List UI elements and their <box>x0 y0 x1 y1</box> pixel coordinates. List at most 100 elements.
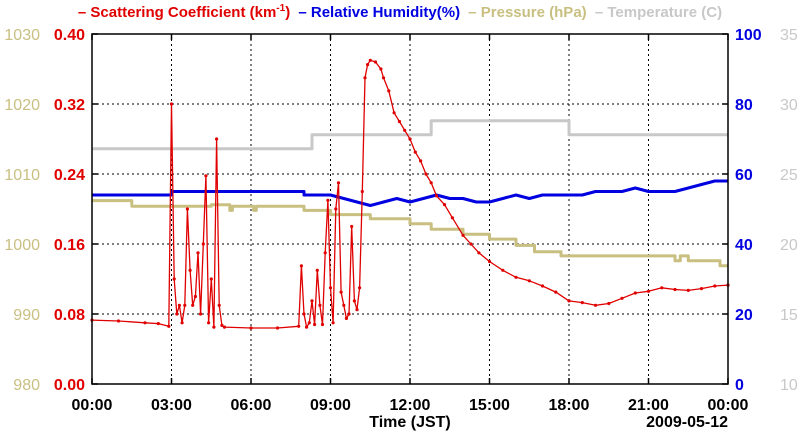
scattering-coefficient-point <box>180 321 184 325</box>
scattering-coefficient-point <box>366 63 370 67</box>
legend-humidity: – Relative Humidity(%) <box>298 4 461 21</box>
temperature-tick-label: 10 <box>780 377 798 394</box>
scattering-coefficient-point <box>434 194 439 198</box>
scattering-coefficient-point <box>220 323 224 327</box>
scattering-coefficient-point <box>167 324 171 328</box>
scattering-coefficient-point <box>209 277 213 281</box>
scattering-coefficient-point <box>387 89 391 93</box>
scattering-coefficient-point <box>487 259 492 264</box>
scattering-coefficient-point <box>593 303 598 307</box>
scattering-coefficient-point <box>313 322 317 327</box>
scattering-coefficient-point <box>514 275 518 279</box>
scattering-coefficient-point <box>307 321 311 325</box>
scattering-tick-label: 0.40 <box>54 27 85 44</box>
scattering-coefficient-point <box>315 268 319 272</box>
temperature-tick-label: 25 <box>780 167 798 184</box>
scattering-coefficient-point <box>477 251 481 255</box>
scattering-coefficient-point <box>352 299 356 303</box>
scattering-coefficient-point <box>424 172 428 176</box>
scattering-coefficient-point <box>199 312 203 316</box>
temperature-tick-label: 35 <box>780 27 798 44</box>
x-tick-label: 12:00 <box>390 397 431 414</box>
scattering-coefficient-point <box>116 319 121 323</box>
scattering-coefficient-point <box>673 287 677 292</box>
scattering-coefficient-point <box>204 174 208 178</box>
temperature-line <box>92 119 728 151</box>
relative-humidity-line <box>92 179 728 207</box>
scattering-coefficient-point <box>501 268 505 272</box>
scattering-coefficient-point <box>554 290 558 294</box>
scattering-coefficient-point <box>222 325 227 329</box>
scattering-coefficient-point <box>191 303 195 307</box>
scattering-coefficient-point <box>217 303 221 307</box>
humidity-tick-label: 0 <box>735 377 744 394</box>
x-tick-label: 06:00 <box>231 397 272 414</box>
scattering-tick-label: 0.16 <box>54 237 85 254</box>
scattering-coefficient-point <box>196 251 200 255</box>
scattering-coefficient-point <box>363 76 367 80</box>
humidity-tick-label: 100 <box>735 27 762 44</box>
x-tick-label: 15:00 <box>469 397 510 414</box>
scattering-coefficient-point <box>567 299 571 303</box>
scattering-tick-label: 0.08 <box>54 307 85 324</box>
scattering-coefficient-point <box>188 268 192 272</box>
scattering-coefficient-point <box>646 289 651 293</box>
scattering-coefficient-point <box>275 326 280 330</box>
scattering-coefficient-point <box>392 111 396 115</box>
scattering-coefficient-point <box>408 137 412 141</box>
x-tick-label: 21:00 <box>628 397 669 414</box>
scattering-tick-label: 0.00 <box>54 377 85 394</box>
scattering-coefficient-point <box>185 207 189 211</box>
pressure-tick-label: 1010 <box>4 167 40 184</box>
scattering-coefficient-point <box>297 324 301 328</box>
scattering-coefficient-point <box>328 286 333 290</box>
scattering-coefficient-point <box>320 322 325 327</box>
scattering-coefficient-point <box>686 288 690 292</box>
scattering-coefficient-point <box>212 325 216 329</box>
scattering-coefficient-point <box>429 181 433 185</box>
scattering-coefficient-point <box>358 286 362 290</box>
scattering-coefficient-point <box>156 322 160 326</box>
scattering-coefficient-point <box>334 207 338 211</box>
scattering-coefficient-point <box>527 279 531 283</box>
scattering-coefficient-point <box>344 316 348 320</box>
scattering-coefficient-point <box>713 284 717 288</box>
scattering-coefficient-point <box>660 286 664 290</box>
x-tick-label: 09:00 <box>310 397 351 414</box>
scattering-coefficient-point <box>368 58 372 62</box>
scattering-coefficient-point <box>177 303 181 307</box>
scattering-coefficient-point <box>172 277 176 281</box>
scattering-coefficient-point <box>302 312 306 316</box>
scattering-coefficient-point <box>143 321 147 325</box>
scattering-tick-label: 0.32 <box>54 97 85 114</box>
scattering-coefficient-point <box>323 251 327 255</box>
scattering-coefficient-point <box>326 198 330 202</box>
pressure-tick-label: 980 <box>13 377 40 394</box>
humidity-tick-label: 40 <box>735 237 753 254</box>
humidity-tick-label: 60 <box>735 167 753 184</box>
temperature-tick-label: 30 <box>780 97 798 114</box>
scattering-coefficient-point <box>193 294 197 299</box>
scattering-coefficient-point <box>381 76 386 80</box>
x-tick-label: 00:00 <box>708 397 749 414</box>
pressure-tick-label: 1030 <box>4 27 40 44</box>
x-tick-label: 00:00 <box>72 397 113 414</box>
scattering-coefficient-point <box>442 203 447 207</box>
scattering-coefficient-point <box>461 233 465 237</box>
scattering-coefficient-point <box>355 308 359 312</box>
scattering-coefficient-point <box>373 60 378 64</box>
scattering-coefficient-point <box>207 321 211 325</box>
x-tick-label: 03:00 <box>151 397 192 414</box>
scattering-coefficient-point <box>299 264 303 268</box>
scattering-coefficient-point <box>469 242 473 246</box>
pressure-tick-label: 990 <box>13 307 40 324</box>
scattering-coefficient-point <box>419 159 423 163</box>
scattering-coefficient-point <box>249 326 253 330</box>
humidity-tick-label: 20 <box>735 307 753 324</box>
scattering-coefficient-point <box>397 119 401 124</box>
scattering-coefficient-point <box>201 242 205 246</box>
scattering-coefficient-point <box>350 224 354 229</box>
scattering-coefficient-point <box>699 287 704 291</box>
x-tick-label: 18:00 <box>549 397 590 414</box>
